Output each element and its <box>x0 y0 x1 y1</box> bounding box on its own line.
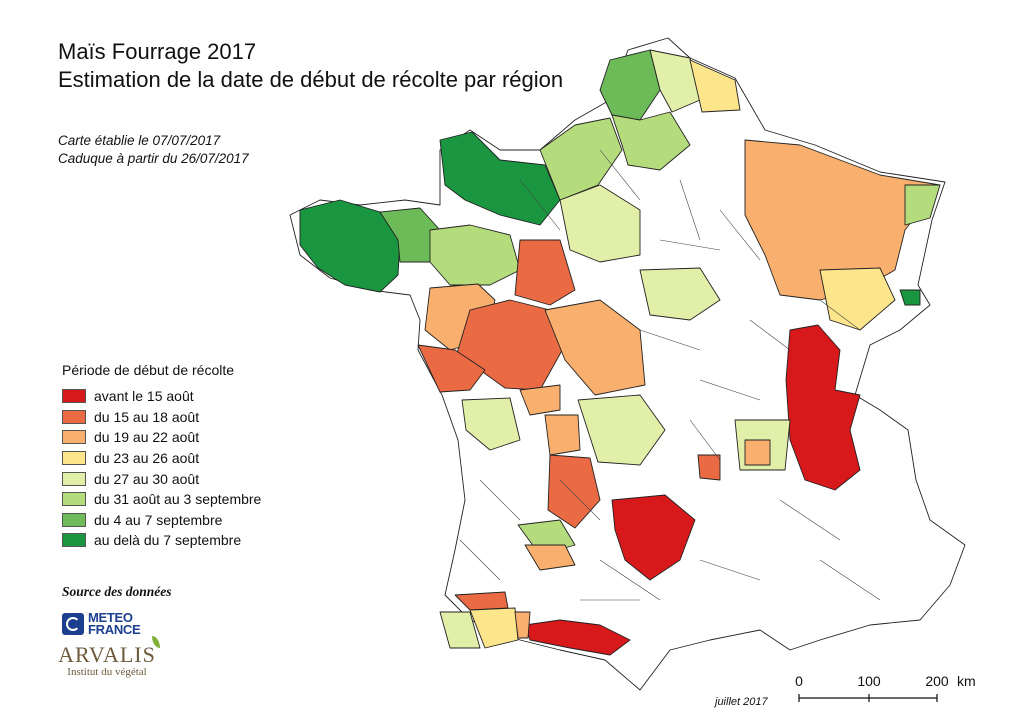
region-alsace-green <box>904 184 941 226</box>
legend-label: du 4 au 7 septembre <box>94 511 223 528</box>
map-title: Maïs Fourrage 2017 Estimation de la date… <box>58 38 563 94</box>
legend-label: avant le 15 août <box>94 388 194 405</box>
legend-label: du 31 août au 3 septembre <box>94 491 262 508</box>
region-vendee-red <box>417 344 486 393</box>
region-center-red <box>514 239 576 306</box>
meteo-france-line2: FRANCE <box>88 622 141 637</box>
legend-title: Période de début de récolte <box>62 362 235 378</box>
legend: Période de début de récolte avant le 15 … <box>62 362 261 551</box>
leaf-icon <box>151 636 160 648</box>
meteo-france-emblem-icon <box>62 613 84 635</box>
source-title: Source des données <box>62 584 172 599</box>
region-lorraine-yellow <box>819 267 896 331</box>
region-picardie-green <box>611 111 691 171</box>
region-lot-red <box>547 454 601 529</box>
legend-swatch <box>62 430 86 445</box>
region-charente-orange <box>519 384 561 416</box>
region-pyrenees-red <box>524 619 631 656</box>
legend-swatch <box>62 492 86 507</box>
legend-item: du 27 au 30 août <box>62 468 261 489</box>
legend-swatch <box>62 512 86 527</box>
region-bourgogne-light <box>639 267 721 321</box>
title-line-1: Maïs Fourrage 2017 <box>58 39 257 64</box>
region-normandie-dark <box>439 131 561 226</box>
arvalis-name: ARVALIS <box>58 642 156 667</box>
legend-label: du 23 au 26 août <box>94 450 200 467</box>
legend-item: avant le 15 août <box>62 386 261 407</box>
creation-date: Carte établie le 07/07/2017 <box>58 133 221 148</box>
region-bigorre-orange <box>514 611 531 639</box>
scale-bar: 0 100 200 km <box>795 673 976 702</box>
region-centre-light <box>559 184 641 263</box>
legend-swatch <box>62 471 86 486</box>
region-auvergne-light <box>577 394 666 466</box>
legend-item: du 15 au 18 août <box>62 407 261 428</box>
meteo-france-logo: METEO FRANCE <box>62 610 141 637</box>
scale-tick-0: 0 <box>795 673 803 689</box>
legend-swatch <box>62 409 86 424</box>
arvalis-subtitle: Institut du végétal <box>67 666 147 678</box>
region-nord-light <box>649 49 701 113</box>
legend-label: du 19 au 22 août <box>94 429 200 446</box>
legend-item: du 23 au 26 août <box>62 448 261 469</box>
region-loire-orange <box>744 439 771 466</box>
region-nord-yellow <box>689 59 741 113</box>
legend-label: au delà du 7 septembre <box>94 532 242 549</box>
region-loire-light <box>429 224 521 286</box>
region-dark-green-east <box>899 289 921 306</box>
region-aveyron-red <box>611 494 696 581</box>
region-dordogne-orange <box>544 414 581 456</box>
department-borders <box>459 149 881 601</box>
region-aquitaine-light <box>461 397 521 451</box>
meteo-france-line1: METEO <box>88 610 133 625</box>
legend-item: du 31 août au 3 septembre <box>62 489 261 510</box>
scale-tick-100: 100 <box>857 673 881 689</box>
legend-swatch <box>62 451 86 466</box>
legend-swatch <box>62 533 86 548</box>
region-bearn-yellow <box>469 607 519 649</box>
scale-tick-200: 200 <box>925 673 949 689</box>
region-limousin-orange <box>544 299 646 396</box>
legend-item: du 19 au 22 août <box>62 427 261 448</box>
expiry-date: Caduque à partir du 26/07/2017 <box>58 151 249 166</box>
legend-label: du 27 au 30 août <box>94 470 200 487</box>
region-bretagne-dark <box>299 199 401 293</box>
date-note: juillet 2017 <box>715 696 768 708</box>
legend-item: au delà du 7 septembre <box>62 530 261 551</box>
legend-item: du 4 au 7 septembre <box>62 510 261 531</box>
arvalis-logo: ARVALIS Institut du végétal <box>58 636 160 678</box>
region-haute-loire-orange <box>697 454 721 481</box>
title-line-2: Estimation de la date de début de récolt… <box>58 67 564 92</box>
legend-swatch <box>62 389 86 404</box>
region-landes-orange <box>524 544 576 571</box>
legend-label: du 15 au 18 août <box>94 408 200 425</box>
scale-unit: km <box>957 673 976 689</box>
region-basque-light <box>439 611 481 649</box>
map-meta: Carte établie le 07/07/2017 Caduque à pa… <box>58 132 249 168</box>
